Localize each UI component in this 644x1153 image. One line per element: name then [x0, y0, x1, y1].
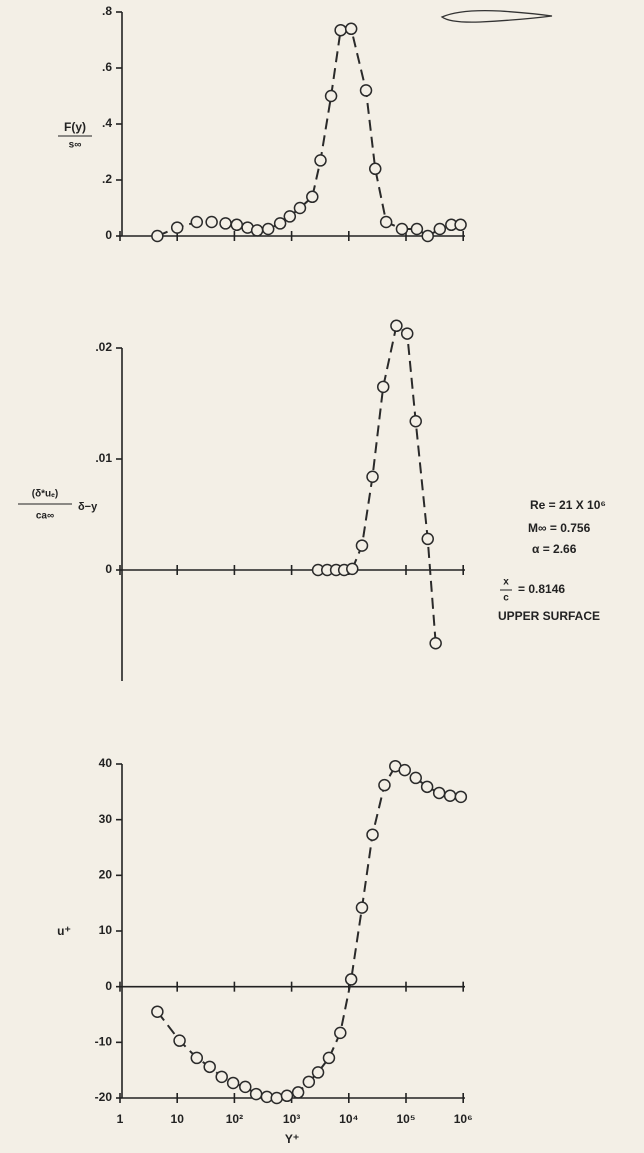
data-point	[378, 381, 389, 392]
data-point	[240, 1081, 251, 1092]
data-point	[346, 23, 357, 34]
data-line	[157, 766, 461, 1098]
data-point	[326, 91, 337, 102]
y-tick-label: 0	[105, 228, 112, 242]
data-point	[434, 224, 445, 235]
data-point	[335, 25, 346, 36]
x-tick-label: 10⁶	[454, 1112, 473, 1126]
y-label: (δ*uₑ)	[32, 489, 58, 500]
data-point	[455, 219, 466, 230]
data-point	[381, 217, 392, 228]
data-point	[191, 217, 202, 228]
y-tick-label: 40	[99, 756, 113, 770]
y-tick-label: .2	[102, 172, 112, 186]
y-tick-label: 0	[105, 979, 112, 993]
y-label: ca∞	[36, 511, 54, 522]
data-point	[396, 224, 407, 235]
annotation: UPPER SURFACE	[498, 609, 600, 623]
data-point	[216, 1071, 227, 1082]
data-point	[206, 217, 217, 228]
annotation: x	[503, 577, 509, 588]
data-line	[157, 29, 460, 236]
data-point	[347, 563, 358, 574]
data-point	[293, 1087, 304, 1098]
data-point	[313, 1067, 324, 1078]
data-point	[174, 1035, 185, 1046]
y-tick-label: .4	[102, 116, 112, 130]
data-point	[231, 219, 242, 230]
y-tick-label: -20	[95, 1090, 113, 1104]
data-point	[335, 1027, 346, 1038]
data-point	[361, 85, 372, 96]
y-tick-label: .8	[102, 4, 112, 18]
data-point	[367, 471, 378, 482]
data-point	[303, 1076, 314, 1087]
data-point	[251, 1089, 262, 1100]
data-point	[271, 1093, 282, 1104]
data-point	[220, 218, 231, 229]
data-point	[172, 222, 183, 233]
annotation: M∞ = 0.756	[528, 521, 591, 535]
data-point	[379, 780, 390, 791]
data-point	[356, 540, 367, 551]
data-point	[402, 328, 413, 339]
data-point	[399, 765, 410, 776]
figure: F(y) s∞ (δ*uₑ) ca∞ δ−y u⁺ Y⁺ Re = 21 X 1…	[0, 0, 644, 1153]
y-label: F(y)	[64, 120, 86, 134]
y-tick-label: -10	[95, 1035, 113, 1049]
x-tick-label: 10	[171, 1112, 185, 1126]
y-label: u⁺	[57, 924, 71, 938]
y-tick-label: .01	[95, 451, 112, 465]
data-point	[434, 787, 445, 798]
y-tick-label: 0	[105, 562, 112, 576]
data-point	[410, 772, 421, 783]
data-point	[284, 211, 295, 222]
data-point	[228, 1077, 239, 1088]
y-tick-label: 10	[99, 923, 113, 937]
data-point	[252, 225, 263, 236]
data-point	[263, 224, 274, 235]
annotation: α = 2.66	[532, 542, 577, 556]
data-point	[294, 203, 305, 214]
annotation: Re = 21 X 10⁶	[530, 498, 606, 512]
data-point	[410, 416, 421, 427]
x-tick-label: 10⁴	[339, 1112, 358, 1126]
data-point	[411, 224, 422, 235]
y-tick-label: 30	[99, 812, 113, 826]
data-point	[281, 1090, 292, 1101]
y-label: δ−y	[78, 501, 98, 513]
data-point	[455, 791, 466, 802]
y-label: s∞	[69, 140, 82, 151]
data-point	[391, 320, 402, 331]
data-point	[152, 1006, 163, 1017]
x-tick-label: 1	[117, 1112, 124, 1126]
y-tick-label: .6	[102, 60, 112, 74]
data-point	[370, 163, 381, 174]
y-tick-label: .02	[95, 340, 112, 354]
data-point	[152, 231, 163, 242]
x-label: Y⁺	[285, 1132, 299, 1146]
data-point	[315, 155, 326, 166]
data-point	[422, 231, 433, 242]
data-point	[356, 902, 367, 913]
x-tick-label: 10³	[283, 1112, 300, 1126]
x-tick-label: 10²	[226, 1112, 243, 1126]
annotation: = 0.8146	[518, 582, 565, 596]
data-point	[367, 829, 378, 840]
annotation: c	[503, 593, 509, 604]
data-point	[275, 218, 286, 229]
x-tick-label: 10⁵	[397, 1112, 416, 1126]
data-point	[430, 638, 441, 649]
y-tick-label: 20	[99, 868, 113, 882]
data-point	[346, 974, 357, 985]
airfoil-icon	[442, 11, 552, 23]
data-point	[204, 1061, 215, 1072]
data-point	[422, 781, 433, 792]
data-line	[318, 326, 436, 644]
data-point	[191, 1052, 202, 1063]
data-point	[445, 790, 456, 801]
data-point	[323, 1052, 334, 1063]
data-point	[422, 533, 433, 544]
data-point	[307, 191, 318, 202]
